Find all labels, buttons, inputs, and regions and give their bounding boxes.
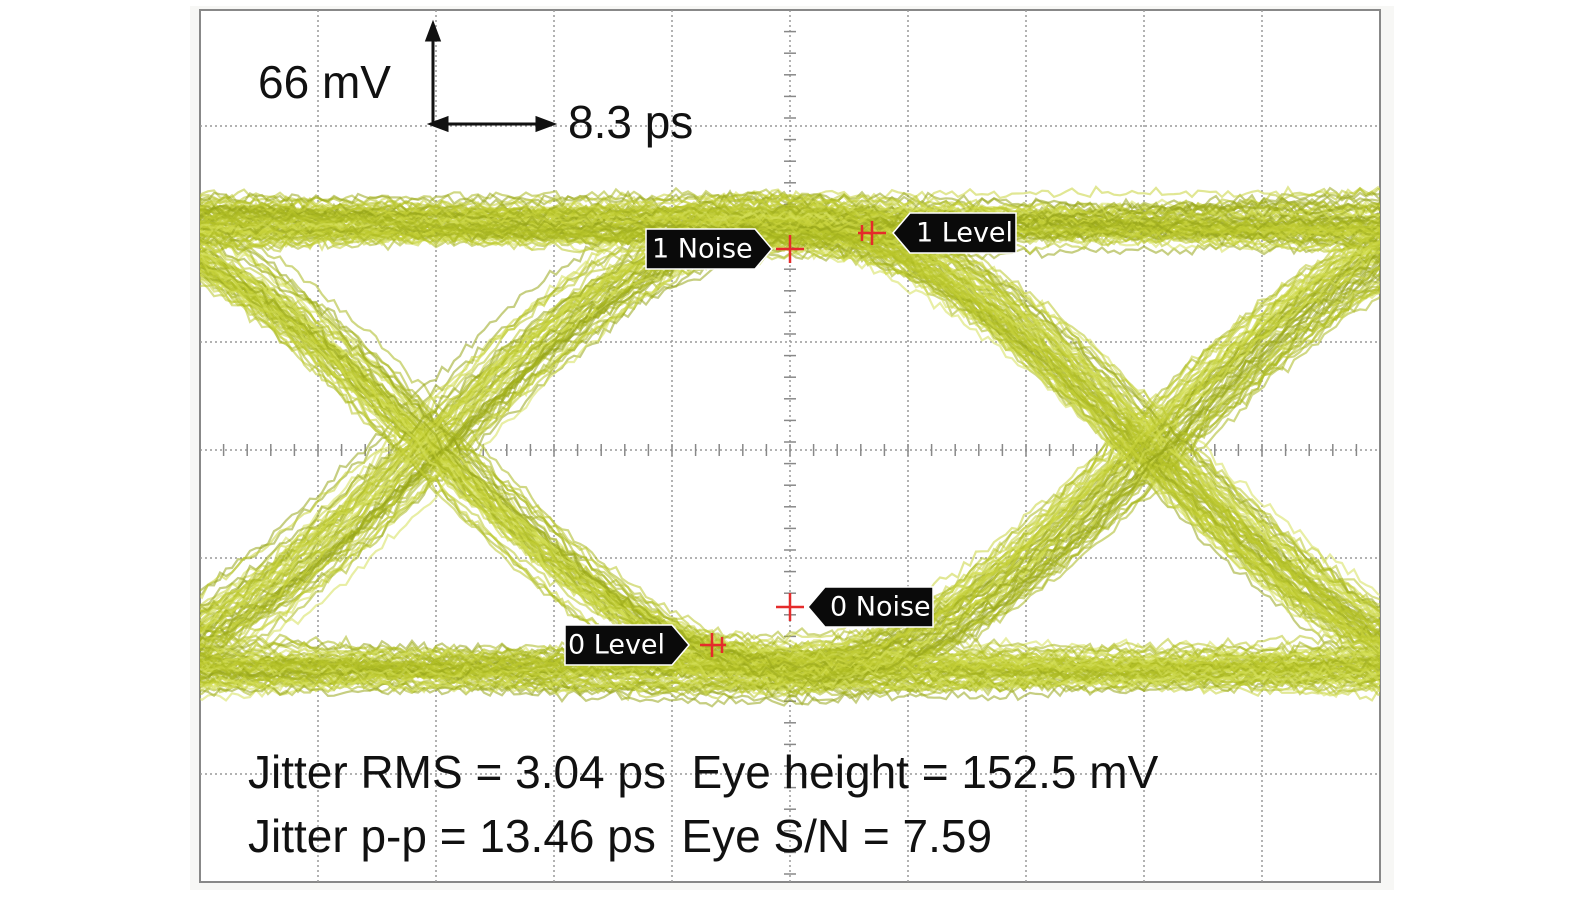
eye-trace [200, 259, 1380, 672]
eye-trace [200, 255, 1380, 694]
one-noise-label: 1 Noise [652, 234, 753, 265]
one-noise-tag [645, 228, 773, 270]
eye-trace [200, 250, 1380, 696]
eye-trace [200, 252, 1380, 675]
eye-trace [200, 232, 1380, 682]
zero-noise-tag [807, 586, 934, 628]
eye-trace [200, 251, 1380, 683]
measurement-line: Jitter RMS = 3.04 ps Eye height = 152.5 … [248, 746, 1159, 798]
marker-crosshairs [700, 221, 886, 657]
eye-trace [200, 654, 1380, 678]
one-level-label: 1 Level [916, 218, 1013, 249]
scale-arrows [424, 19, 558, 133]
eye-traces [200, 185, 1380, 708]
eye-trace [200, 196, 1380, 607]
zero-noise-cross [776, 593, 804, 621]
one-noise-cross [776, 235, 804, 263]
zero-noise-label: 0 Noise [830, 592, 931, 623]
measurement-line: Jitter p-p = 13.46 ps Eye S/N = 7.59 [248, 810, 992, 862]
one-level-cross [858, 221, 886, 245]
h-arrowhead [535, 115, 558, 133]
h-arrowtail [426, 115, 449, 133]
voltage-scale: 66 mV [258, 56, 391, 108]
v-arrowhead [424, 19, 442, 42]
eye-trace [200, 651, 1380, 706]
eye-trace [200, 237, 1380, 683]
zero-level-label: 0 Level [568, 630, 665, 661]
zero-level-cross [700, 633, 726, 657]
eye-trace [200, 198, 1380, 614]
eye-trace [200, 258, 1380, 688]
one-level-tag [892, 212, 1017, 254]
eye-trace [200, 653, 1380, 696]
eye-trace [200, 194, 1380, 233]
eye-trace [200, 204, 1380, 621]
time-scale: 8.3 ps [568, 96, 693, 148]
zero-level-tag [564, 624, 690, 666]
